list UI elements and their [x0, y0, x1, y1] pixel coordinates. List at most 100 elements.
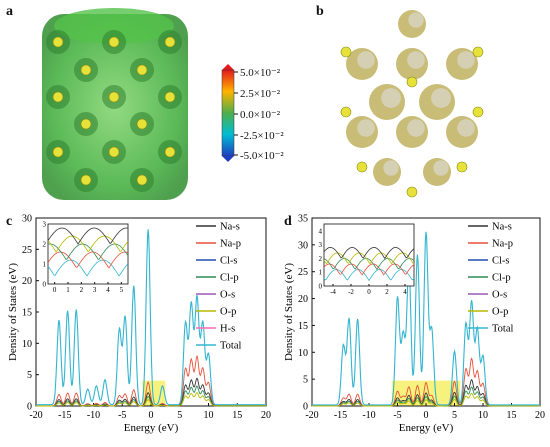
- atom-sphere: [472, 106, 484, 118]
- atom-sphere: [136, 174, 148, 186]
- legend-entry: O-s: [492, 290, 507, 301]
- inset-x-tick-label: -4: [330, 288, 336, 296]
- y-tick-label: 35: [298, 214, 308, 225]
- y-tick-label: 5: [27, 370, 32, 381]
- x-tick-label: 15: [232, 410, 242, 421]
- x-tick-label: -20: [305, 410, 318, 421]
- y-tick-label: 10: [22, 339, 32, 350]
- atom-sphere: [164, 146, 176, 158]
- atom-sphere: [456, 161, 468, 173]
- panel-label-b: b: [316, 4, 324, 19]
- inset-y-tick-label: 3: [319, 241, 323, 249]
- atom-sphere: [164, 36, 176, 48]
- atom-sphere: [80, 174, 92, 186]
- charge-density-image-b: [332, 2, 492, 200]
- x-tick-label: -15: [58, 410, 71, 421]
- legend-entry: O-p: [220, 307, 236, 318]
- legend-entry: Na-p: [492, 239, 513, 250]
- inset-series-line: [47, 227, 129, 245]
- atom-sphere: [108, 36, 120, 48]
- inset-x-tick-label: 2: [80, 286, 84, 294]
- atom-sphere: [80, 118, 92, 130]
- inset-series-line: [47, 259, 129, 277]
- x-tick-label: 15: [507, 410, 517, 421]
- inset-y-tick-label: 3: [43, 221, 47, 229]
- x-tick-label: -20: [29, 410, 42, 421]
- x-tick-label: 10: [478, 410, 488, 421]
- legend-entry: O-s: [220, 290, 235, 301]
- x-tick-label: -5: [118, 410, 126, 421]
- x-tick-label: -10: [362, 410, 375, 421]
- series-line-total: [36, 229, 266, 406]
- isosurface-highlight: [357, 51, 375, 69]
- atom-sphere: [472, 46, 484, 58]
- y-axis-label: Density of States (eV): [7, 263, 19, 361]
- inset-x-tick-label: 3: [93, 286, 97, 294]
- atom-sphere: [164, 91, 176, 103]
- dos-chart-c: -20 -15 -10 -5 0 5 10 15 20 0 5 10 15 20 25 30 Energy (e…: [0, 212, 278, 442]
- inset-x-tick-label: 0: [367, 288, 371, 296]
- legend-entry: Cl-p: [220, 273, 239, 284]
- y-tick-label: 5: [303, 375, 308, 386]
- y-tick-label: 0: [303, 402, 308, 413]
- atom-sphere: [340, 46, 352, 58]
- x-tick-label: 20: [261, 410, 271, 421]
- x-tick-label: 0: [424, 410, 429, 421]
- inset-y-tick-label: 0: [319, 283, 323, 291]
- legend-entry: Cl-s: [492, 256, 510, 267]
- colorbar: 5.0×10⁻² 2.5×10⁻² 0.0×10⁻² -2.5×10⁻² -5.…: [218, 64, 338, 164]
- legend-entry: Total: [492, 324, 514, 335]
- isosurface-highlight: [357, 119, 375, 137]
- inset-y-tick-label: 0: [43, 281, 47, 289]
- y-tick-label: 25: [22, 245, 32, 256]
- dos-chart-d: -20 -15 -10 -5 0 5 10 15 20 0 5 10 15 20 25 30 35 Energy …: [278, 212, 550, 442]
- inset-series-line: [47, 243, 129, 260]
- colorbar-tick-4: -2.5×10⁻²: [240, 130, 284, 142]
- legend-entry: O-p: [492, 307, 508, 318]
- atom-sphere: [52, 36, 64, 48]
- legend-entry: Na-s: [220, 222, 240, 233]
- y-tick-label: 20: [298, 294, 308, 305]
- y-tick-label: 30: [22, 214, 32, 225]
- series-line-o-p: [312, 392, 540, 407]
- inset-series-line: [323, 246, 415, 260]
- y-tick-label: 15: [22, 308, 32, 319]
- charge-density-render-b: [340, 10, 484, 198]
- y-tick-label: 20: [22, 276, 32, 287]
- atom-sphere: [406, 186, 418, 198]
- x-tick-label: 10: [204, 410, 214, 421]
- x-tick-label: -5: [393, 410, 401, 421]
- inset-y-tick-label: 4: [319, 227, 323, 235]
- colorbar-tick-1: 5.0×10⁻²: [240, 67, 281, 79]
- y-tick-label: 0: [27, 402, 32, 413]
- legend-entry: Na-s: [492, 222, 512, 233]
- atom-sphere: [52, 91, 64, 103]
- x-tick-label: 5: [452, 410, 457, 421]
- legend-entry: Cl-p: [492, 273, 511, 284]
- y-tick-label: 30: [298, 240, 308, 251]
- panel-label-c: c: [6, 214, 13, 229]
- series-line-o-p: [36, 392, 266, 407]
- inset-x-tick-label: 2: [385, 288, 389, 296]
- inset-y-tick-label: 1: [43, 261, 47, 269]
- y-tick-label: 25: [298, 267, 308, 278]
- isosurface-highlight: [383, 160, 399, 176]
- isosurface-highlight: [408, 12, 424, 28]
- panel-label-d: d: [284, 214, 292, 229]
- y-tick-label: 10: [298, 348, 308, 359]
- atom-sphere: [108, 91, 120, 103]
- colorbar-svg: 5.0×10⁻² 2.5×10⁻² 0.0×10⁻² -2.5×10⁻² -5.…: [221, 64, 284, 162]
- y-tick-label: 15: [298, 321, 308, 332]
- inset-x-tick-label: 4: [403, 288, 407, 296]
- dos-chart-d-svg: -20 -15 -10 -5 0 5 10 15 2005101520253035Energy …: [283, 214, 545, 435]
- inset-series-line: [323, 263, 415, 276]
- x-axis-label: Energy (eV): [399, 422, 454, 434]
- legend-entry: Na-p: [220, 239, 241, 250]
- inset-x-tick-label: -2: [348, 288, 354, 296]
- x-tick-label: -15: [334, 410, 347, 421]
- inset-series-line: [47, 235, 129, 253]
- colorbar-tick-5: -5.0×10⁻²: [240, 150, 284, 162]
- colorbar-tick-3: 0.0×10⁻²: [240, 109, 281, 121]
- x-tick-label: -10: [87, 410, 100, 421]
- inset-x-tick-label: 0: [53, 286, 57, 294]
